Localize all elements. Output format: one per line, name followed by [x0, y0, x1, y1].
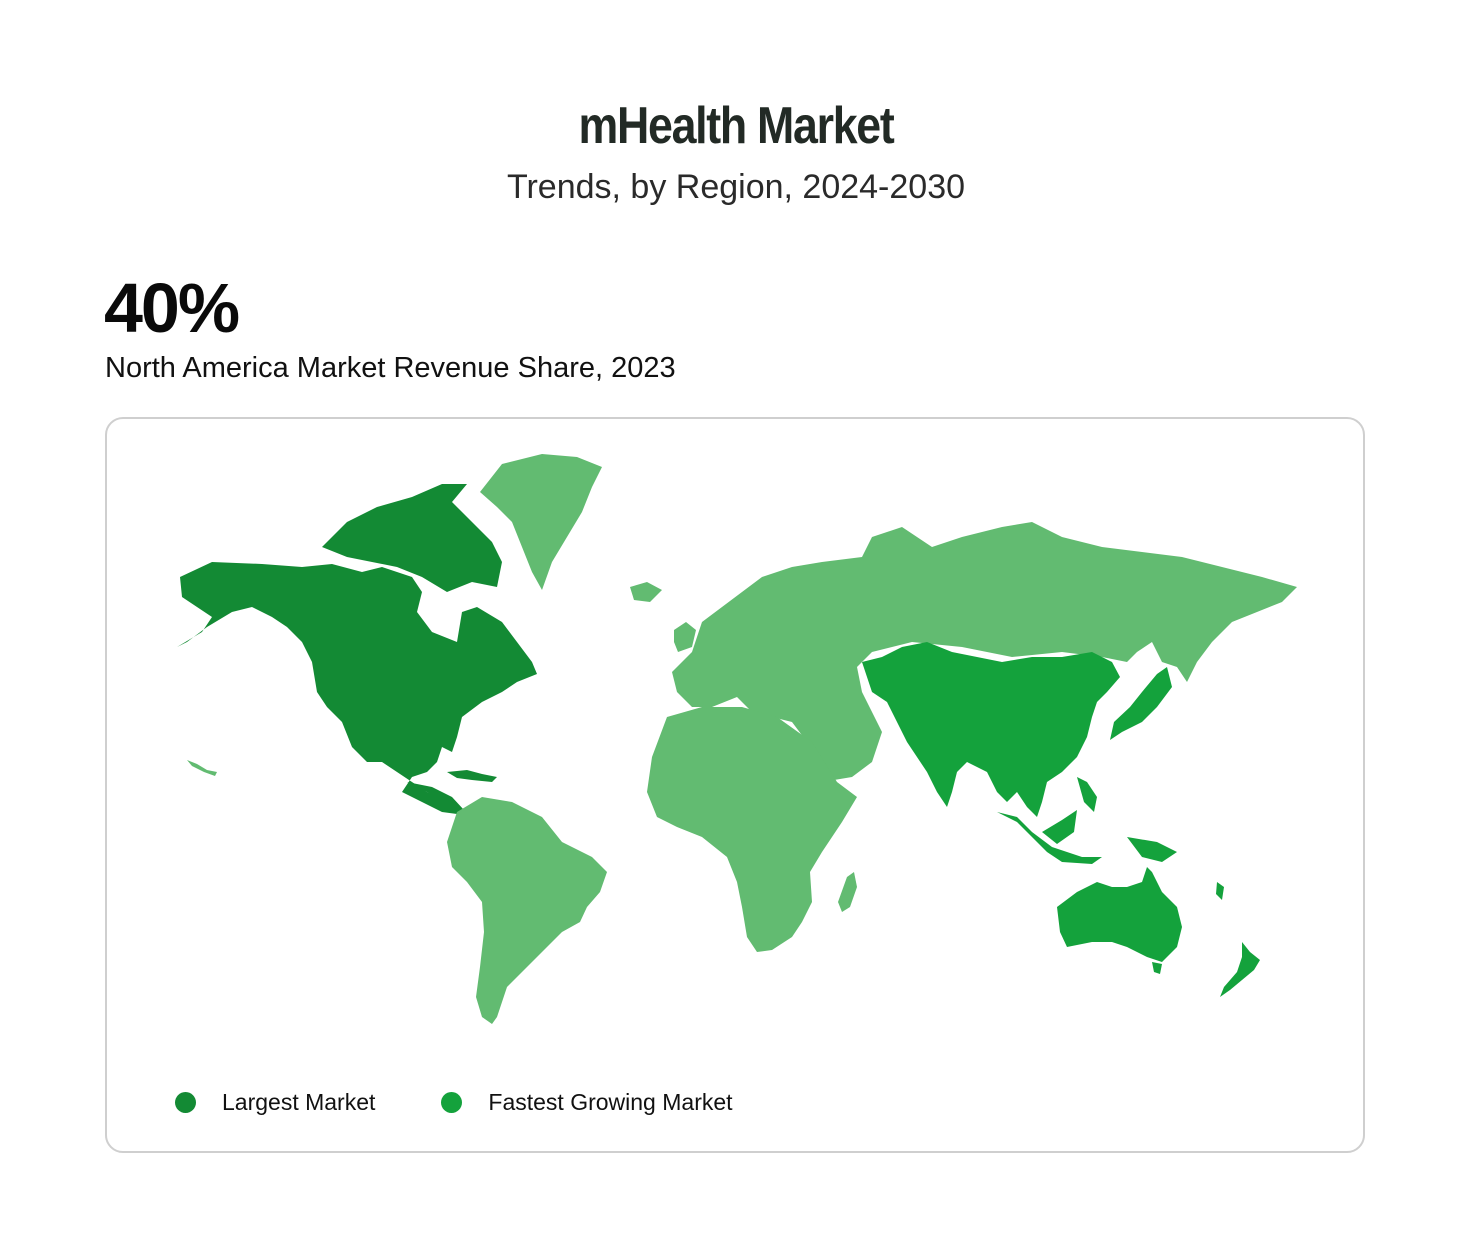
highlight-label: North America Market Revenue Share, 2023 — [105, 352, 676, 384]
region-greenland — [480, 454, 662, 602]
region-latin-america — [447, 797, 607, 1024]
legend-item-fastest: Fastest Growing Market — [441, 1089, 733, 1116]
legend-dot-fastest-icon — [441, 1092, 463, 1113]
world-map — [177, 454, 1297, 1024]
region-north-america — [177, 484, 537, 814]
page-subtitle: Trends, by Region, 2024-2030 — [506, 168, 966, 206]
region-asia-pacific — [862, 642, 1260, 997]
highlight-value: 40% — [104, 269, 240, 347]
legend-label-largest: Largest Market — [222, 1089, 376, 1115]
map-legend: Largest Market Fastest Growing Market — [175, 1089, 799, 1116]
legend-item-largest: Largest Market — [175, 1089, 375, 1116]
region-europe-mea — [647, 522, 1297, 952]
region-hawaii — [187, 760, 217, 776]
map-card: Largest Market Fastest Growing Market — [105, 417, 1365, 1153]
page-title: mHealth Market — [578, 97, 895, 155]
legend-dot-largest-icon — [175, 1092, 196, 1113]
legend-label-fastest: Fastest Growing Market — [488, 1089, 733, 1115]
